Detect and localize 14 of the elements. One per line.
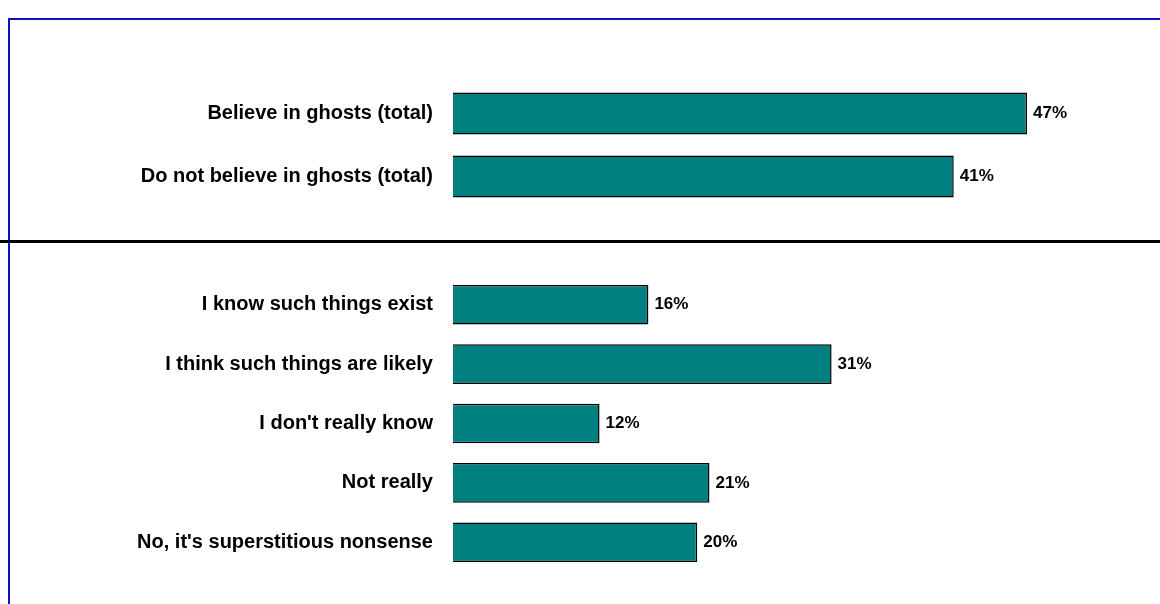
data-label: 20% — [703, 531, 738, 551]
data-label: 41% — [959, 166, 994, 186]
data-label: 12% — [605, 413, 640, 433]
y-tick-label: Believe in ghosts (total) — [207, 101, 433, 124]
y-tick-label: No, it's superstitious nonsense — [137, 529, 433, 552]
data-label: 47% — [1033, 103, 1068, 123]
y-tick-label: Not really — [341, 470, 434, 493]
y-tick-label: I know such things exist — [201, 292, 434, 315]
y-tick-label: I think such things are likely — [165, 351, 434, 374]
y-tick-label: Do not believe in ghosts (total) — [140, 164, 433, 187]
data-label: 31% — [837, 353, 872, 373]
data-label: 16% — [654, 294, 689, 314]
data-label: 21% — [715, 472, 750, 492]
y-tick-label: I don't really know — [259, 411, 434, 434]
